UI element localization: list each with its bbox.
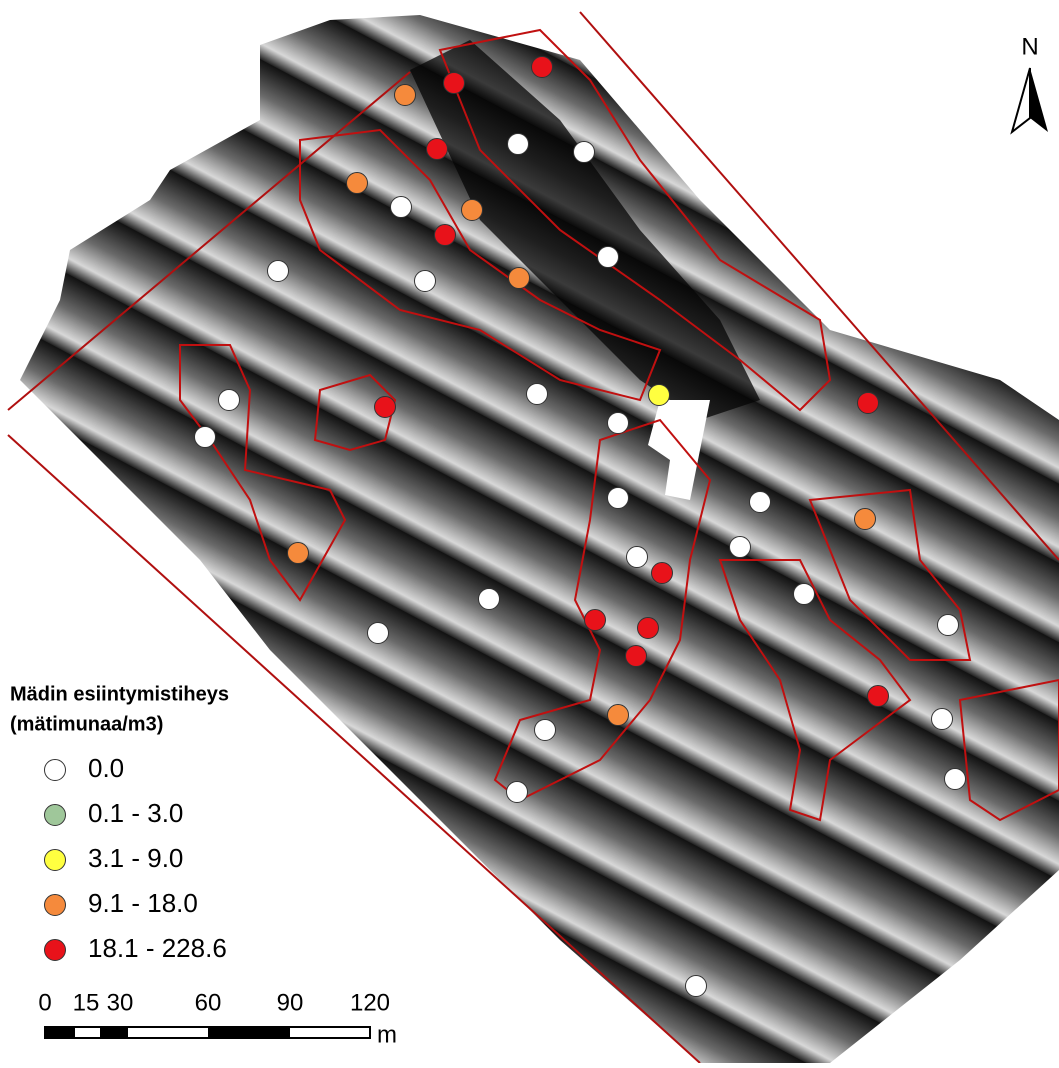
sample-point (858, 393, 879, 414)
sample-point (444, 73, 465, 94)
sample-point (608, 413, 629, 434)
sample-point (219, 390, 240, 411)
sample-point (375, 397, 396, 418)
legend: Mädin esiintymistiheys (mätimunaa/m3) 0.… (10, 683, 229, 963)
sample-point (368, 623, 389, 644)
legend-label: 3.1 - 9.0 (88, 843, 183, 873)
sample-point (932, 709, 953, 730)
sample-point (598, 247, 619, 268)
sample-point (649, 385, 670, 406)
sample-point (395, 85, 416, 106)
sample-point (855, 509, 876, 530)
scale-label: 120 (350, 989, 390, 1016)
legend-swatch (45, 850, 66, 871)
sample-point (574, 142, 595, 163)
sample-point (507, 782, 528, 803)
legend-title: Mädin esiintymistiheys (10, 683, 229, 705)
scale-label: 15 (73, 989, 100, 1016)
scale-label: 90 (277, 989, 304, 1016)
legend-title: (mätimunaa/m3) (10, 713, 163, 735)
sample-point (479, 589, 500, 610)
legend-label: 0.0 (88, 753, 124, 783)
sample-point (608, 488, 629, 509)
scale-label: 0 (38, 989, 51, 1016)
legend-swatch (45, 940, 66, 961)
sample-point (462, 200, 483, 221)
sample-point (508, 134, 529, 155)
legend-label: 9.1 - 18.0 (88, 888, 198, 918)
sample-point (626, 646, 647, 667)
sample-point (535, 720, 556, 741)
sample-point (638, 618, 659, 639)
sample-point (652, 563, 673, 584)
sample-point (427, 139, 448, 160)
scale-bar: m 0 15 30 60 90 120 (38, 989, 397, 1048)
sample-point (750, 492, 771, 513)
sample-point (527, 384, 548, 405)
north-arrow: N (1012, 33, 1048, 132)
north-label: N (1021, 33, 1038, 60)
sample-point (938, 615, 959, 636)
sample-point (509, 268, 530, 289)
legend-swatch (45, 760, 66, 781)
sample-point (686, 976, 707, 997)
sample-point (391, 197, 412, 218)
sample-point (288, 543, 309, 564)
sample-point (868, 686, 889, 707)
legend-swatch (45, 805, 66, 826)
sample-point (532, 57, 553, 78)
legend-label: 18.1 - 228.6 (88, 933, 227, 963)
sample-point (730, 537, 751, 558)
sample-point (585, 610, 606, 631)
sample-point (794, 584, 815, 605)
sample-point (627, 547, 648, 568)
sample-point (435, 225, 456, 246)
legend-items: 0.0 0.1 - 3.0 3.1 - 9.0 9.1 - 18.0 18.1 - 22… (45, 753, 227, 963)
legend-swatch (45, 895, 66, 916)
sample-point (195, 427, 216, 448)
sample-point (945, 769, 966, 790)
sample-point (347, 173, 368, 194)
scale-label: 60 (195, 989, 222, 1016)
scale-label: 30 (107, 989, 134, 1016)
sample-point (268, 261, 289, 282)
legend-label: 0.1 - 3.0 (88, 798, 183, 828)
sample-point (608, 705, 629, 726)
map: N Mädin esiintymistiheys (mätimunaa/m3) … (0, 0, 1059, 1063)
scale-unit: m (377, 1021, 397, 1048)
sample-point (415, 271, 436, 292)
